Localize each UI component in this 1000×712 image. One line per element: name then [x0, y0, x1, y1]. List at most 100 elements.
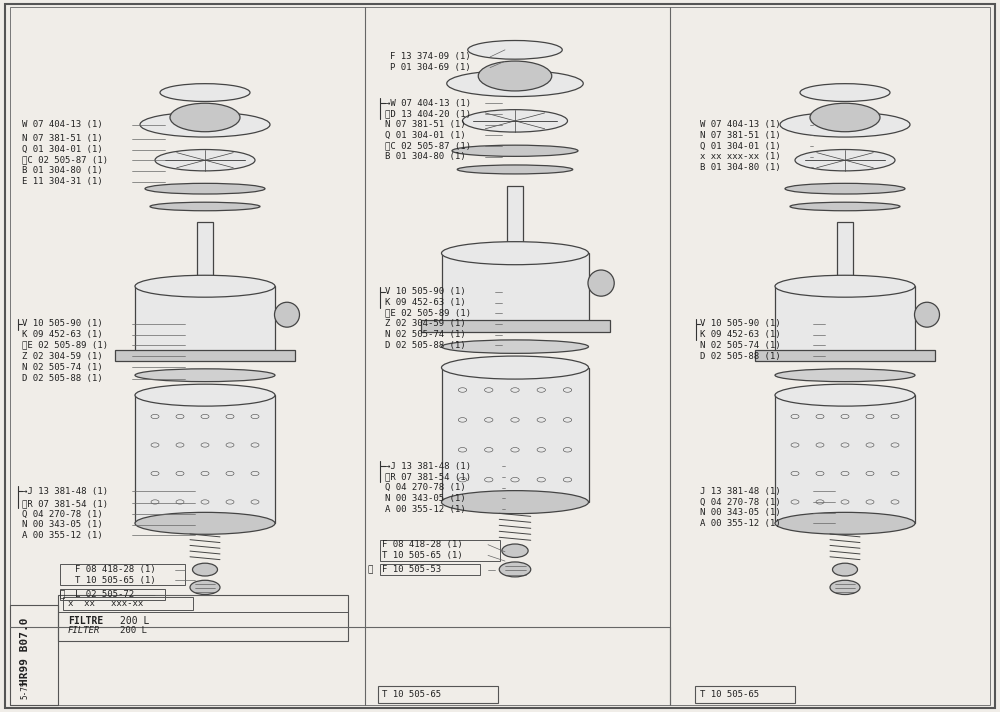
FancyBboxPatch shape	[420, 320, 610, 332]
Ellipse shape	[452, 145, 578, 157]
Ellipse shape	[170, 103, 240, 132]
Ellipse shape	[135, 384, 275, 406]
Text: A 00 355-12 (1): A 00 355-12 (1)	[22, 531, 103, 540]
Ellipse shape	[190, 580, 220, 595]
Ellipse shape	[462, 110, 568, 132]
Text: B 01 304-80 (1): B 01 304-80 (1)	[385, 152, 466, 161]
Text: T 10 505-65: T 10 505-65	[382, 690, 441, 698]
Text: D 02 505-88 (1): D 02 505-88 (1)	[700, 352, 781, 360]
Ellipse shape	[800, 84, 890, 102]
Text: L 02 505-72: L 02 505-72	[75, 590, 134, 599]
Text: D 02 505-88 (1): D 02 505-88 (1)	[22, 375, 103, 383]
Text: →J 13 381-48 (1): →J 13 381-48 (1)	[385, 462, 471, 471]
FancyBboxPatch shape	[442, 367, 588, 502]
FancyBboxPatch shape	[775, 286, 915, 357]
Text: F 10 505-53: F 10 505-53	[382, 565, 441, 574]
Ellipse shape	[790, 202, 900, 211]
Ellipse shape	[442, 241, 588, 265]
Text: 200 L: 200 L	[120, 616, 149, 626]
Text: A 00 355-12 (1): A 00 355-12 (1)	[700, 519, 781, 528]
Ellipse shape	[442, 340, 588, 353]
Text: K 09 452-63 (1): K 09 452-63 (1)	[22, 330, 103, 339]
Text: →W 07 404-13 (1): →W 07 404-13 (1)	[385, 99, 471, 108]
FancyBboxPatch shape	[507, 186, 523, 246]
Text: N 07 381-51 (1): N 07 381-51 (1)	[700, 131, 781, 140]
Text: ⌖E 02 505-89 (1): ⌖E 02 505-89 (1)	[22, 341, 108, 350]
Text: N 07 381-51 (1): N 07 381-51 (1)	[22, 135, 103, 143]
Ellipse shape	[155, 150, 255, 171]
Text: V 10 505-90 (1): V 10 505-90 (1)	[385, 288, 466, 296]
Ellipse shape	[135, 276, 275, 297]
Ellipse shape	[775, 369, 915, 382]
Ellipse shape	[775, 276, 915, 297]
Ellipse shape	[135, 369, 275, 382]
Text: Q 01 304-01 (1): Q 01 304-01 (1)	[700, 142, 781, 150]
Text: x xx xxx-xx (1): x xx xxx-xx (1)	[700, 152, 781, 161]
Text: N 02 505-74 (1): N 02 505-74 (1)	[385, 330, 466, 339]
Ellipse shape	[775, 384, 915, 406]
Text: E 11 304-31 (1): E 11 304-31 (1)	[22, 177, 103, 186]
FancyBboxPatch shape	[197, 222, 213, 279]
Text: P 01 304-69 (1): P 01 304-69 (1)	[390, 63, 471, 72]
Text: Q 04 270-78 (1): Q 04 270-78 (1)	[700, 498, 781, 506]
Text: F 13 374-09 (1): F 13 374-09 (1)	[390, 53, 471, 61]
FancyBboxPatch shape	[755, 350, 935, 361]
Text: N 00 343-05 (1): N 00 343-05 (1)	[700, 508, 781, 517]
Ellipse shape	[442, 356, 588, 379]
Text: FILTRE: FILTRE	[68, 616, 103, 626]
Text: Q 04 270-78 (1): Q 04 270-78 (1)	[22, 510, 103, 518]
Ellipse shape	[478, 61, 552, 91]
Text: ⌖R 07 381-54 (1): ⌖R 07 381-54 (1)	[22, 499, 108, 508]
Text: N 00 343-05 (1): N 00 343-05 (1)	[385, 494, 466, 503]
Ellipse shape	[588, 270, 614, 296]
Text: ⌖D 13 404-20 (1): ⌖D 13 404-20 (1)	[385, 110, 471, 118]
Ellipse shape	[135, 513, 275, 534]
Text: F 08 418-28 (1): F 08 418-28 (1)	[75, 565, 156, 574]
Text: ⌖C 02 505-87 (1): ⌖C 02 505-87 (1)	[385, 142, 471, 150]
Text: →J 13 381-48 (1): →J 13 381-48 (1)	[22, 487, 108, 496]
Ellipse shape	[150, 202, 260, 211]
Text: x  xx   xxx-xx: x xx xxx-xx	[68, 600, 143, 608]
Ellipse shape	[442, 491, 588, 513]
Ellipse shape	[502, 544, 528, 557]
Text: ⌖R 07 381-54 (1): ⌖R 07 381-54 (1)	[385, 473, 471, 481]
Text: K 09 452-63 (1): K 09 452-63 (1)	[700, 330, 781, 339]
Text: W 07 404-13 (1): W 07 404-13 (1)	[700, 120, 781, 129]
Text: Q 04 270-78 (1): Q 04 270-78 (1)	[385, 483, 466, 492]
Ellipse shape	[775, 513, 915, 534]
Text: N 02 505-74 (1): N 02 505-74 (1)	[700, 341, 781, 350]
Ellipse shape	[274, 303, 300, 328]
Text: A 00 355-12 (1): A 00 355-12 (1)	[385, 505, 466, 513]
Ellipse shape	[830, 580, 860, 595]
Text: K 09 452-63 (1): K 09 452-63 (1)	[385, 298, 466, 307]
Ellipse shape	[785, 184, 905, 194]
Text: Q 01 304-01 (1): Q 01 304-01 (1)	[22, 145, 103, 154]
Text: J 13 381-48 (1): J 13 381-48 (1)	[700, 487, 781, 496]
FancyBboxPatch shape	[115, 350, 295, 361]
FancyBboxPatch shape	[135, 395, 275, 523]
Text: ⌖: ⌖	[60, 590, 65, 599]
Text: Q 01 304-01 (1): Q 01 304-01 (1)	[385, 131, 466, 140]
Text: D 02 505-88 (1): D 02 505-88 (1)	[385, 341, 466, 350]
Ellipse shape	[795, 150, 895, 171]
Text: 5-75: 5-75	[20, 681, 30, 699]
FancyBboxPatch shape	[837, 222, 853, 279]
FancyBboxPatch shape	[135, 286, 275, 357]
Text: FILTER: FILTER	[68, 627, 100, 635]
Text: V 10 505-90 (1): V 10 505-90 (1)	[22, 320, 103, 328]
Ellipse shape	[457, 165, 573, 174]
Text: HR99 B07.0: HR99 B07.0	[20, 618, 30, 685]
Text: Z 02 304-59 (1): Z 02 304-59 (1)	[22, 352, 103, 360]
FancyBboxPatch shape	[442, 253, 588, 328]
Text: ⌖C 02 505-87 (1): ⌖C 02 505-87 (1)	[22, 156, 108, 164]
Text: ⌖E 02 505-89 (1): ⌖E 02 505-89 (1)	[385, 309, 471, 318]
Ellipse shape	[810, 103, 880, 132]
Text: Z 02 304-59 (1): Z 02 304-59 (1)	[385, 320, 466, 328]
Text: B 01 304-80 (1): B 01 304-80 (1)	[700, 163, 781, 172]
Text: V 10 505-90 (1): V 10 505-90 (1)	[700, 320, 781, 328]
FancyBboxPatch shape	[775, 395, 915, 523]
Ellipse shape	[914, 303, 940, 328]
Ellipse shape	[145, 184, 265, 194]
Ellipse shape	[468, 41, 562, 59]
Ellipse shape	[780, 112, 910, 137]
